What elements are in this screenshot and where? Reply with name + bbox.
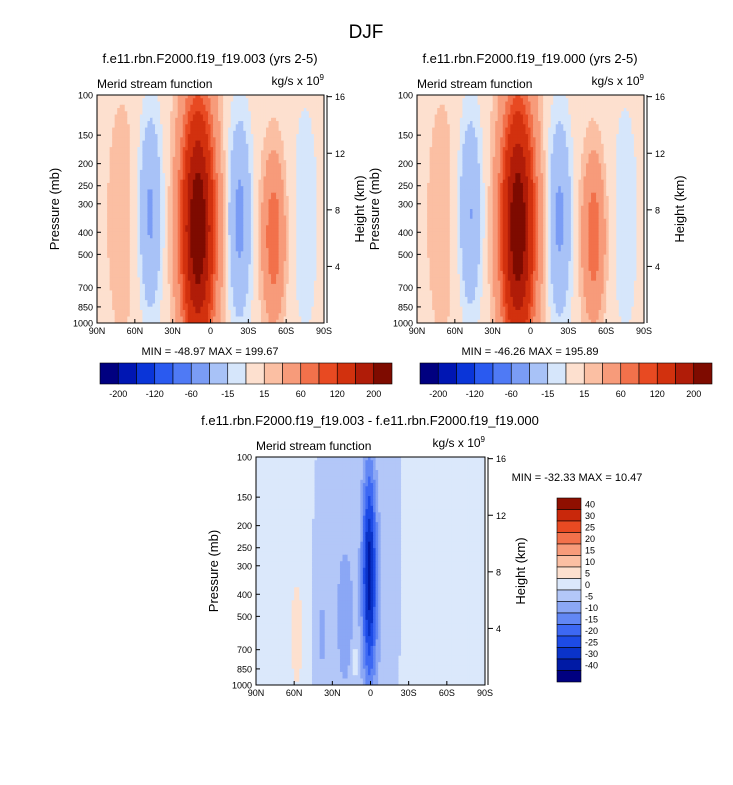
contour-fill <box>97 95 325 324</box>
figure-title: DJF <box>349 22 384 43</box>
panel-top-left: f.e11.rbn.F2000.f19_f19.003 (yrs 2-5)Mer… <box>47 51 392 399</box>
